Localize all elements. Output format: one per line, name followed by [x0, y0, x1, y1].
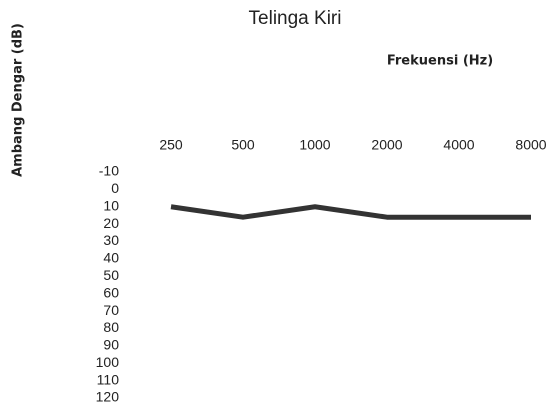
x-tick-label: 8000	[515, 137, 546, 153]
y-axis-title: Ambang Dengar (dB)	[11, 23, 26, 177]
y-tick-label: 30	[103, 232, 119, 248]
y-tick-label: 20	[103, 215, 119, 231]
y-tick-label: 0	[111, 180, 119, 196]
chart-title: Telinga Kiri	[249, 8, 342, 29]
y-tick-label: 50	[103, 267, 119, 283]
data-line	[170, 204, 531, 220]
y-tick-label: 100	[96, 354, 120, 370]
y-tick-label: 60	[103, 284, 119, 300]
y-tick-label: 120	[96, 389, 120, 405]
x-tick-label: 1000	[299, 137, 330, 153]
x-tick-label: 500	[231, 137, 255, 153]
y-tick-label: 10	[103, 197, 119, 213]
y-tick-label: 110	[97, 371, 120, 387]
y-tick-label: 70	[103, 302, 119, 318]
x-tick-label: 250	[159, 137, 183, 153]
y-tick-label: 80	[103, 319, 119, 335]
x-tick-label: 4000	[443, 137, 474, 153]
x-tick-label: 2000	[371, 137, 402, 153]
y-tick-label: 40	[103, 250, 119, 266]
x-axis-title: Frekuensi (Hz)	[387, 54, 493, 69]
y-tick-label: -10	[99, 163, 119, 179]
y-tick-label: 90	[103, 337, 119, 353]
